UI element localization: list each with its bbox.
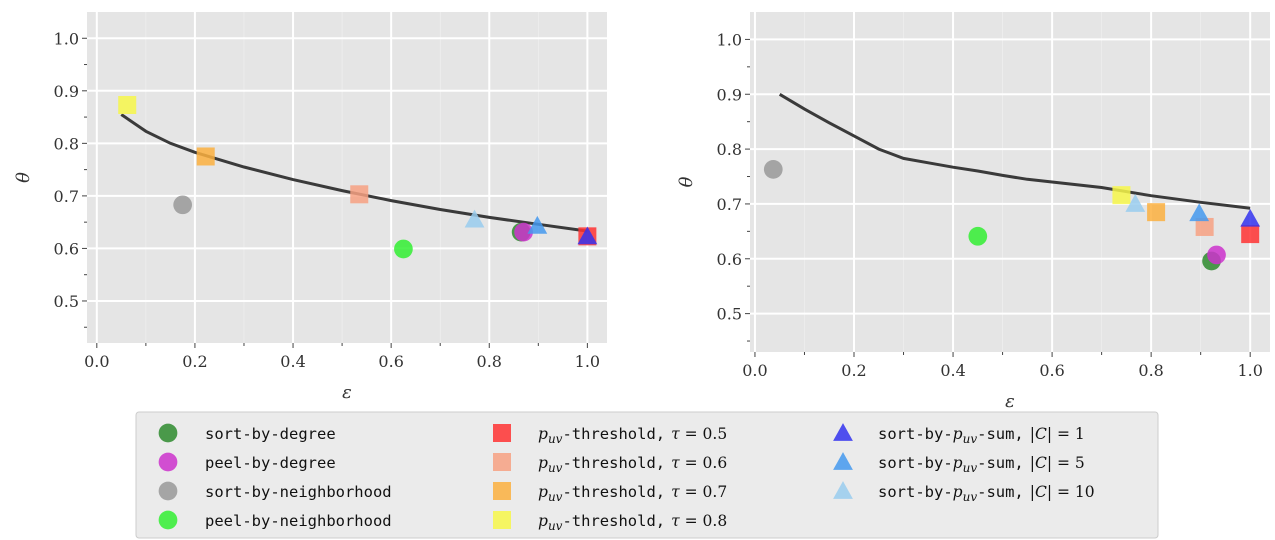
x-axis-label: ε [342,382,352,403]
legend-marker [158,423,178,443]
y-tick-label: 0.8 [54,134,79,153]
plot-area [87,12,607,343]
legend-label: sort-by-puv-sum, |C| = 10 [878,483,1095,504]
legend-marker [493,482,511,500]
legend-marker [493,424,511,442]
x-tick-label: 0.2 [841,361,866,380]
plot-area [750,12,1270,352]
legend: sort-by-degree peel-by-degree sort-by-neig… [135,411,1159,539]
data-point [577,226,598,245]
y-tick-label: 0.6 [54,239,79,258]
x-tick-label: 0.8 [477,352,502,371]
data-point [514,222,533,242]
x-tick-label: 1.0 [575,352,600,371]
trend-line [120,113,588,233]
y-tick-label: 0.9 [54,82,79,101]
x-tick-label: 0.0 [742,361,767,380]
x-tick-label: 0.8 [1138,361,1163,380]
data-point [173,195,193,215]
left-chart: 0.0 0.2 0.4 0.6 0.8 1.0 0.5 0.6 0.7 0.8 0.9 1.0 ε θ [13,12,607,403]
x-tick-label: 0.6 [1039,361,1064,380]
data-point [763,160,783,179]
right-chart: 0.0 0.2 0.4 0.6 0.8 1.0 0.5 0.6 0.7 0.8 0.9 1.0 ε θ [676,12,1270,412]
y-tick-label: 0.5 [54,292,79,311]
x-tick-label: 0.0 [84,352,109,371]
data-point [350,185,369,204]
legend-label: peel-by-neighborhood [205,512,392,530]
y-tick-label: 0.5 [717,305,742,324]
legend-label: puv-threshold, τ = 0.7 [538,483,727,504]
y-tick-label: 0.8 [717,140,742,159]
legend-marker [833,423,853,441]
legend-label: sort-by-puv-sum, |C| = 5 [878,454,1085,475]
data-point [1240,208,1261,227]
x-tick-label: 1.0 [1237,361,1262,380]
y-axis-label: θ [13,172,34,183]
data-point [527,215,548,234]
data-point [1241,225,1260,244]
legend-label: peel-by-degree [205,454,336,472]
y-tick-label: 0.6 [717,250,742,269]
y-tick-label: 1.0 [54,29,79,48]
legend-label: puv-threshold, τ = 0.5 [538,425,727,446]
data-point [968,226,988,246]
data-point [394,239,413,259]
legend-marker [158,452,178,472]
legend-label: puv-threshold, τ = 0.8 [538,512,727,533]
y-tick-label: 0.7 [54,187,79,206]
x-tick-label: 0.2 [182,352,207,371]
y-tick-label: 1.0 [717,30,742,49]
y-tick-label: 0.9 [717,85,742,104]
data-point [196,147,215,166]
x-tick-label: 0.6 [378,352,403,371]
data-point [1147,203,1166,222]
data-point [1189,203,1210,222]
legend-marker [833,481,853,499]
data-point [118,95,137,114]
legend-label: puv-threshold, τ = 0.6 [538,454,727,475]
y-tick-label: 0.7 [717,195,742,214]
y-axis-label: θ [676,176,697,187]
data-point [1112,186,1131,205]
legend-marker [833,452,853,470]
legend-marker [493,511,511,529]
x-tick-label: 0.4 [940,361,965,380]
legend-marker [158,510,178,530]
x-axis-label: ε [1005,391,1015,412]
data-point [1207,245,1226,265]
data-point [1125,194,1146,212]
legend-label: sort-by-degree [205,425,336,443]
legend-label: sort-by-neighborhood [205,483,392,501]
data-point [464,209,485,228]
legend-box [135,411,1159,539]
data-point [1195,217,1214,236]
x-tick-label: 0.4 [280,352,305,371]
legend-marker [493,453,511,471]
legend-marker [158,481,178,501]
legend-label: sort-by-puv-sum, |C| = 1 [878,425,1085,446]
